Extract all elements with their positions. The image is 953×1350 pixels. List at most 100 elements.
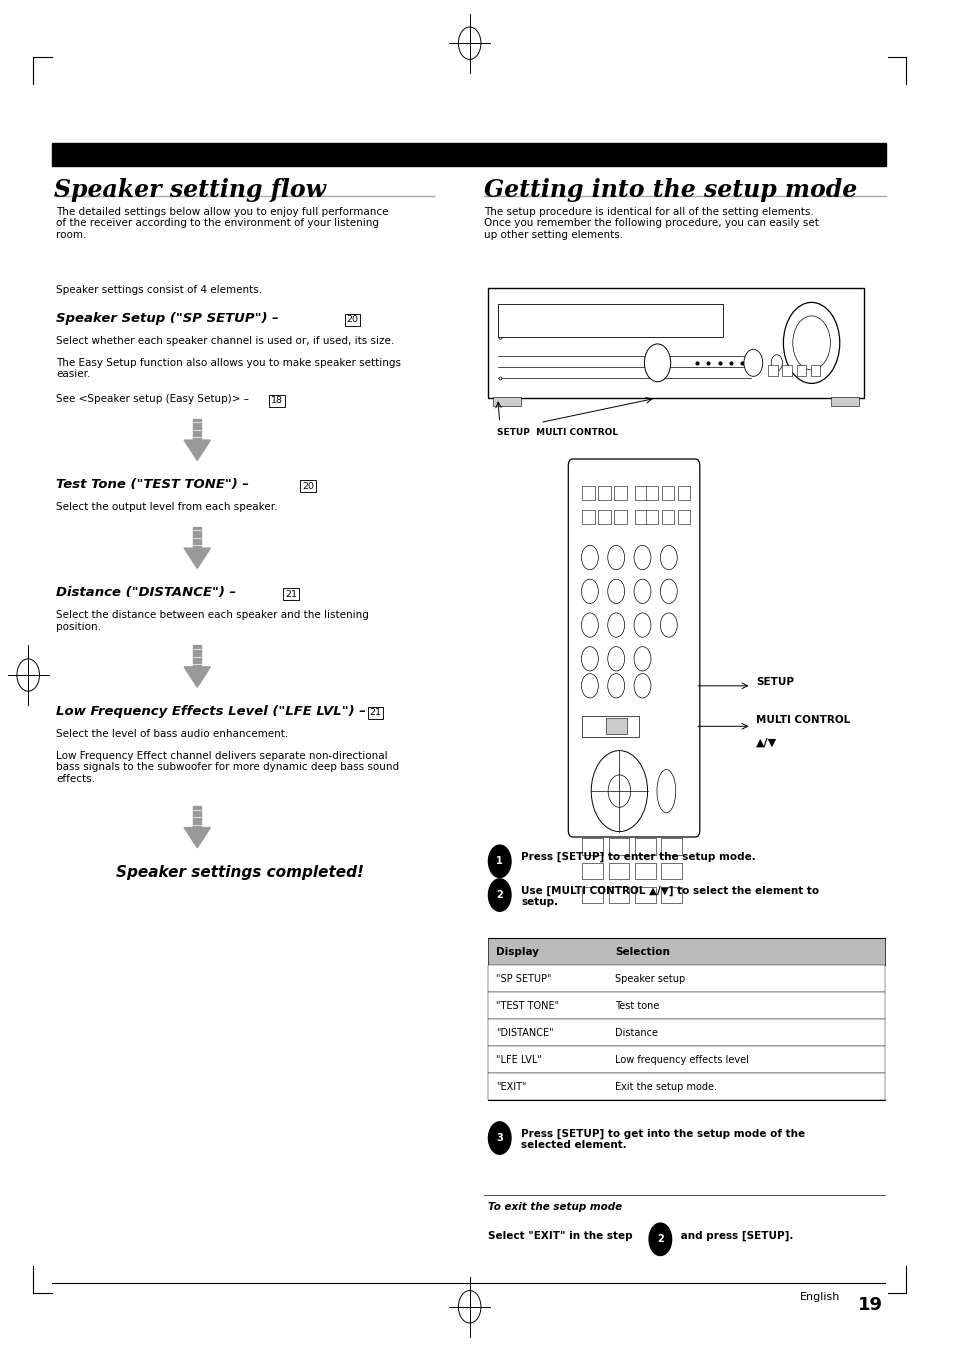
Polygon shape — [184, 667, 211, 687]
Bar — [488, 965, 884, 992]
Text: Speaker settings consist of 4 elements.: Speaker settings consist of 4 elements. — [56, 285, 262, 294]
Bar — [767, 366, 777, 377]
Circle shape — [580, 545, 598, 570]
Text: 1: 1 — [496, 856, 502, 867]
Text: The Easy Setup function also allows you to make speaker settings
easier.: The Easy Setup function also allows you … — [56, 358, 401, 379]
Bar — [830, 397, 859, 406]
Bar — [193, 526, 201, 548]
Bar — [581, 838, 602, 855]
Bar — [581, 863, 602, 879]
Text: 20: 20 — [346, 316, 358, 324]
Bar — [660, 838, 681, 855]
Text: Use [MULTI CONTROL ▲/▼] to select the element to
setup.: Use [MULTI CONTROL ▲/▼] to select the el… — [520, 886, 819, 907]
Text: 3: 3 — [496, 1133, 502, 1143]
Text: Speaker setup: Speaker setup — [615, 973, 685, 984]
Text: Low Frequency Effects Level ("LFE LVL") –: Low Frequency Effects Level ("LFE LVL") … — [56, 705, 371, 718]
Bar — [635, 486, 646, 500]
Polygon shape — [184, 828, 211, 848]
Text: 21: 21 — [370, 709, 381, 717]
Text: Speaker Setup ("SP SETUP") –: Speaker Setup ("SP SETUP") – — [56, 312, 283, 325]
Circle shape — [488, 879, 511, 911]
Text: "SP SETUP": "SP SETUP" — [496, 973, 551, 984]
Text: Test Tone ("TEST TONE") –: Test Tone ("TEST TONE") – — [56, 478, 253, 491]
Bar — [796, 366, 805, 377]
Text: Getting into the setup mode: Getting into the setup mode — [483, 178, 856, 202]
Circle shape — [607, 775, 630, 807]
Text: ▲/▼: ▲/▼ — [756, 737, 777, 748]
Circle shape — [607, 545, 624, 570]
Circle shape — [634, 545, 650, 570]
Bar — [678, 486, 690, 500]
Circle shape — [648, 1223, 671, 1256]
Bar — [493, 397, 520, 406]
Text: MULTI CONTROL: MULTI CONTROL — [756, 714, 849, 725]
Text: 20: 20 — [302, 482, 314, 490]
Circle shape — [607, 579, 624, 603]
Text: 21: 21 — [285, 590, 297, 598]
Bar — [581, 510, 594, 524]
Bar — [488, 288, 863, 398]
Circle shape — [634, 647, 650, 671]
Text: Select the level of bass audio enhancement.: Select the level of bass audio enhanceme… — [56, 729, 289, 738]
Polygon shape — [184, 548, 211, 568]
Circle shape — [607, 647, 624, 671]
Text: Select "EXIT" in the step: Select "EXIT" in the step — [488, 1231, 636, 1241]
Text: Low Frequency Effect channel delivers separate non-directional
bass signals to t: Low Frequency Effect channel delivers se… — [56, 751, 399, 784]
Bar — [193, 645, 201, 667]
Bar — [645, 486, 658, 500]
Text: and press [SETUP].: and press [SETUP]. — [677, 1231, 793, 1242]
Text: Press [SETUP] to get into the setup mode of the
selected element.: Press [SETUP] to get into the setup mode… — [520, 1129, 804, 1150]
Bar — [635, 510, 646, 524]
Bar — [497, 304, 722, 338]
Bar — [635, 887, 655, 903]
Text: Test tone: Test tone — [615, 1000, 659, 1011]
Bar — [193, 418, 201, 440]
Bar — [488, 1073, 884, 1100]
Bar — [598, 486, 610, 500]
Text: 18: 18 — [271, 397, 283, 405]
Text: Low frequency effects level: Low frequency effects level — [615, 1054, 748, 1065]
Text: SETUP: SETUP — [756, 676, 793, 687]
Bar — [488, 1019, 884, 1046]
Circle shape — [659, 613, 677, 637]
Polygon shape — [184, 440, 211, 460]
Bar — [608, 838, 629, 855]
Text: 2: 2 — [657, 1234, 663, 1245]
Text: Select whether each speaker channel is used or, if used, its size.: Select whether each speaker channel is u… — [56, 336, 395, 346]
Bar — [660, 863, 681, 879]
Bar — [635, 838, 655, 855]
Text: Distance ("DISTANCE") –: Distance ("DISTANCE") – — [56, 586, 241, 599]
Bar — [614, 510, 626, 524]
Text: Select the output level from each speaker.: Select the output level from each speake… — [56, 502, 277, 512]
Circle shape — [607, 674, 624, 698]
Circle shape — [580, 579, 598, 603]
Bar — [608, 863, 629, 879]
Circle shape — [643, 344, 670, 382]
Bar — [660, 887, 681, 903]
Text: Select the distance between each speaker and the listening
position.: Select the distance between each speaker… — [56, 610, 369, 632]
Bar — [645, 510, 658, 524]
Text: Speaker setting flow: Speaker setting flow — [53, 178, 325, 202]
Circle shape — [782, 302, 839, 383]
Text: Distance: Distance — [615, 1027, 658, 1038]
Bar — [661, 486, 674, 500]
Text: "DISTANCE": "DISTANCE" — [496, 1027, 553, 1038]
Circle shape — [792, 316, 829, 370]
Circle shape — [580, 674, 598, 698]
Text: SETUP  MULTI CONTROL: SETUP MULTI CONTROL — [497, 428, 618, 437]
Text: Speaker settings completed!: Speaker settings completed! — [115, 865, 363, 880]
Circle shape — [580, 613, 598, 637]
Circle shape — [607, 613, 624, 637]
Bar — [605, 718, 626, 734]
Circle shape — [770, 355, 781, 371]
Bar — [488, 1046, 884, 1073]
Circle shape — [580, 647, 598, 671]
Text: Press [SETUP] to enter the setup mode.: Press [SETUP] to enter the setup mode. — [520, 852, 756, 863]
Text: To exit the setup mode: To exit the setup mode — [488, 1202, 622, 1211]
Circle shape — [634, 613, 650, 637]
Bar — [608, 887, 629, 903]
Circle shape — [634, 579, 650, 603]
Circle shape — [659, 579, 677, 603]
Text: The detailed settings below allow you to enjoy full performance
of the receiver : The detailed settings below allow you to… — [56, 207, 389, 240]
Circle shape — [488, 1122, 511, 1154]
